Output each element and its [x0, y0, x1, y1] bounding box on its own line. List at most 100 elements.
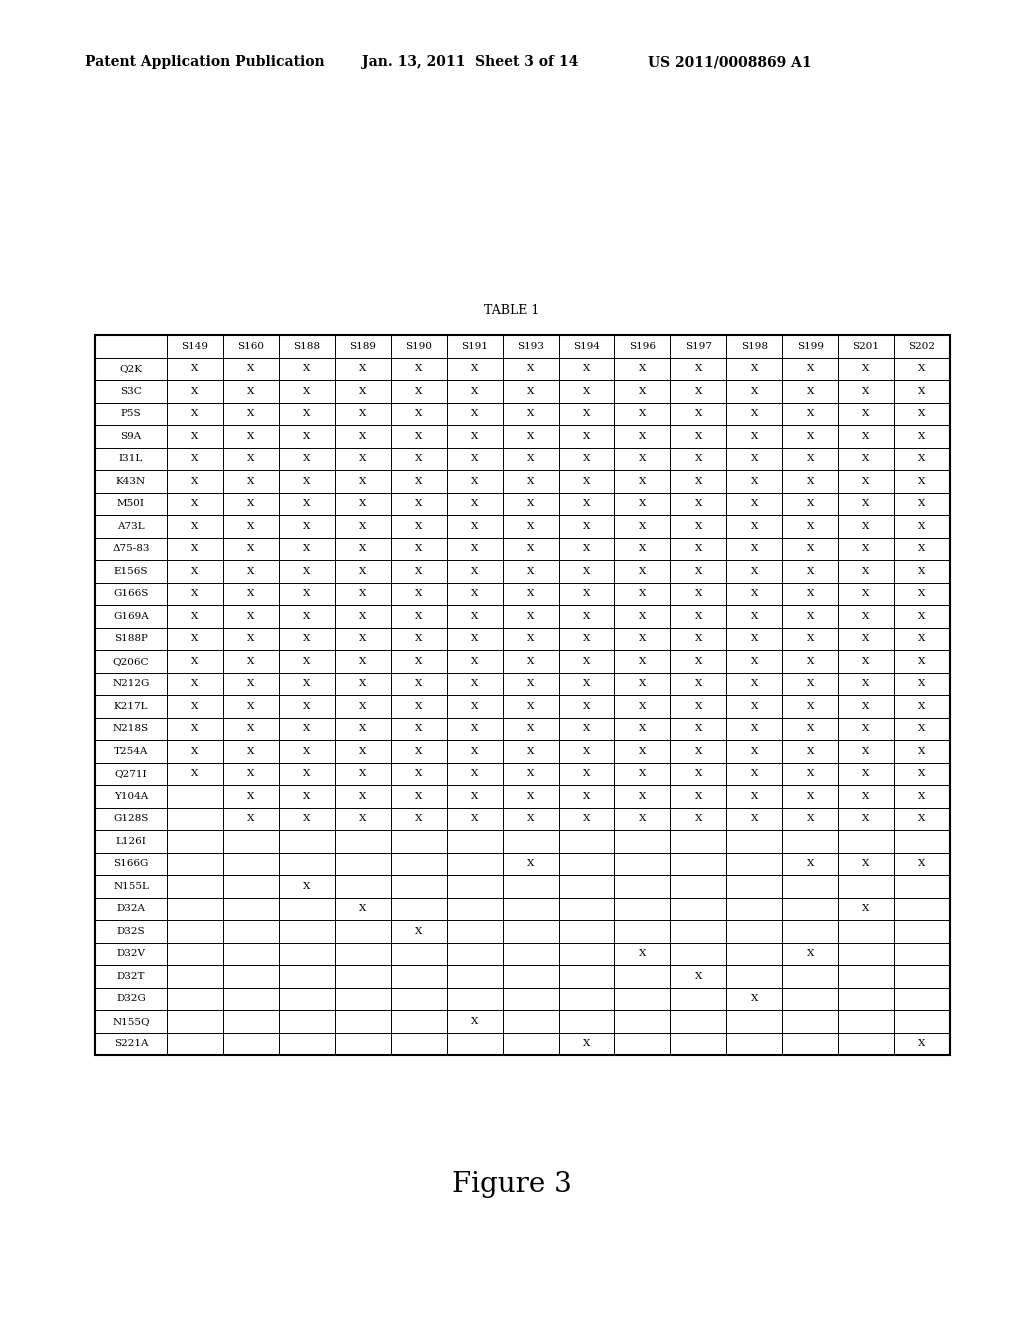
Text: X: X	[191, 477, 199, 486]
Text: X: X	[919, 859, 926, 869]
Text: X: X	[694, 477, 702, 486]
Text: X: X	[694, 657, 702, 665]
Text: S202: S202	[908, 342, 936, 351]
Text: X: X	[807, 409, 814, 418]
Text: X: X	[919, 792, 926, 801]
Text: X: X	[527, 387, 535, 396]
Text: X: X	[415, 747, 422, 756]
Bar	[95, 335, 950, 1055]
Text: X: X	[862, 454, 869, 463]
Text: X: X	[303, 814, 310, 824]
Text: X: X	[919, 747, 926, 756]
Text: X: X	[694, 544, 702, 553]
Text: X: X	[247, 387, 255, 396]
Text: Patent Application Publication: Patent Application Publication	[85, 55, 325, 69]
Text: X: X	[471, 814, 478, 824]
Text: X: X	[191, 680, 199, 688]
Text: X: X	[919, 702, 926, 710]
Text: X: X	[527, 454, 535, 463]
Text: E156S: E156S	[114, 566, 148, 576]
Text: X: X	[303, 544, 310, 553]
Text: X: X	[247, 521, 255, 531]
Text: X: X	[247, 477, 255, 486]
Text: X: X	[639, 702, 646, 710]
Text: X: X	[583, 521, 590, 531]
Text: X: X	[639, 387, 646, 396]
Text: X: X	[751, 499, 758, 508]
Text: X: X	[807, 521, 814, 531]
Text: X: X	[359, 770, 367, 779]
Text: X: X	[919, 634, 926, 643]
Text: S197: S197	[685, 342, 712, 351]
Text: X: X	[694, 747, 702, 756]
Text: M50I: M50I	[117, 499, 145, 508]
Text: X: X	[751, 747, 758, 756]
Text: X: X	[527, 680, 535, 688]
Text: X: X	[527, 589, 535, 598]
Text: X: X	[807, 454, 814, 463]
Text: X: X	[919, 770, 926, 779]
Text: X: X	[694, 814, 702, 824]
Text: X: X	[807, 544, 814, 553]
Text: X: X	[359, 387, 367, 396]
Text: X: X	[807, 499, 814, 508]
Text: X: X	[415, 814, 422, 824]
Text: X: X	[471, 792, 478, 801]
Text: G166S: G166S	[114, 589, 148, 598]
Text: Q271I: Q271I	[115, 770, 147, 779]
Text: X: X	[527, 409, 535, 418]
Text: X: X	[471, 544, 478, 553]
Text: X: X	[583, 432, 590, 441]
Text: X: X	[807, 634, 814, 643]
Text: X: X	[862, 814, 869, 824]
Text: X: X	[751, 364, 758, 374]
Text: X: X	[751, 657, 758, 665]
Text: X: X	[694, 634, 702, 643]
Text: X: X	[862, 859, 869, 869]
Text: X: X	[862, 611, 869, 620]
Text: X: X	[583, 544, 590, 553]
Text: X: X	[694, 454, 702, 463]
Text: X: X	[415, 702, 422, 710]
Text: X: X	[919, 725, 926, 733]
Text: X: X	[303, 387, 310, 396]
Text: X: X	[583, 680, 590, 688]
Text: X: X	[639, 477, 646, 486]
Text: X: X	[807, 566, 814, 576]
Text: X: X	[751, 589, 758, 598]
Text: X: X	[751, 566, 758, 576]
Text: X: X	[415, 566, 422, 576]
Text: X: X	[639, 566, 646, 576]
Text: X: X	[247, 747, 255, 756]
Text: X: X	[359, 432, 367, 441]
Text: X: X	[583, 814, 590, 824]
Text: X: X	[583, 589, 590, 598]
Text: X: X	[415, 770, 422, 779]
Text: X: X	[191, 499, 199, 508]
Text: X: X	[303, 634, 310, 643]
Text: X: X	[247, 611, 255, 620]
Text: X: X	[303, 882, 310, 891]
Text: X: X	[247, 702, 255, 710]
Text: X: X	[751, 770, 758, 779]
Text: S196: S196	[629, 342, 656, 351]
Text: X: X	[527, 792, 535, 801]
Text: X: X	[807, 725, 814, 733]
Text: X: X	[751, 792, 758, 801]
Text: X: X	[919, 611, 926, 620]
Text: X: X	[583, 477, 590, 486]
Text: S199: S199	[797, 342, 823, 351]
Text: D32S: D32S	[117, 927, 145, 936]
Text: X: X	[583, 657, 590, 665]
Text: X: X	[303, 477, 310, 486]
Text: X: X	[191, 725, 199, 733]
Text: X: X	[751, 634, 758, 643]
Text: X: X	[359, 589, 367, 598]
Text: S191: S191	[461, 342, 488, 351]
Text: X: X	[527, 770, 535, 779]
Text: X: X	[527, 657, 535, 665]
Text: X: X	[191, 747, 199, 756]
Text: X: X	[639, 634, 646, 643]
Text: X: X	[415, 521, 422, 531]
Text: X: X	[583, 725, 590, 733]
